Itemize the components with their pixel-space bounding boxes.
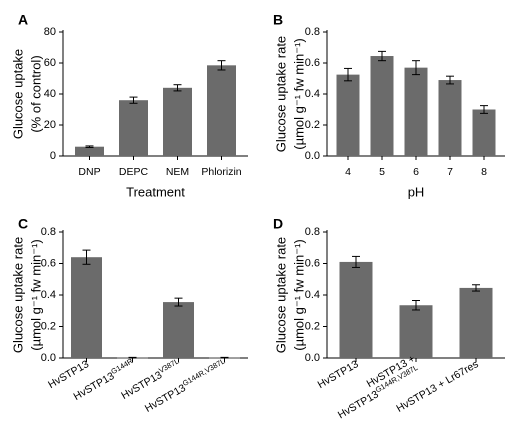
y-tick-label: 80 bbox=[44, 26, 56, 38]
bar bbox=[119, 100, 148, 156]
label-superscript: G144R bbox=[109, 356, 135, 376]
bar bbox=[339, 261, 373, 358]
y-tick-label: 0.6 bbox=[305, 57, 320, 69]
x-tick-label: HvSTP13G144R,V387L bbox=[142, 356, 229, 415]
y-tick-label: 0.2 bbox=[41, 321, 56, 333]
x-tick-label: 5 bbox=[379, 166, 385, 178]
y-tick-label: 0.2 bbox=[305, 119, 320, 131]
x-tick-label: 4 bbox=[345, 166, 351, 178]
panel-a: A 0 20 40 60 80 Glucose uptake (% of control) DN… bbox=[11, 11, 248, 199]
panel-letter: A bbox=[18, 11, 28, 27]
panel-d: D 0.0 0.2 0.4 0.6 0.8 Glucose uptake rate (µmol… bbox=[273, 215, 505, 421]
y-tick-label: 0.0 bbox=[305, 150, 320, 162]
label-superscript: V387L bbox=[157, 356, 180, 375]
y-axis-title: (µmol g⁻¹ fw min⁻¹) bbox=[292, 38, 307, 150]
bar bbox=[75, 146, 104, 156]
label-line: HvSTP13 bbox=[336, 388, 381, 421]
bar bbox=[459, 287, 493, 358]
x-tick-label: 7 bbox=[447, 166, 453, 178]
y-tick-label: 20 bbox=[44, 119, 56, 131]
bar bbox=[404, 67, 428, 156]
y-axis-title: Glucose uptake rate bbox=[11, 237, 26, 353]
x-tick-label: 8 bbox=[481, 166, 487, 178]
y-tick-label: 40 bbox=[44, 88, 56, 100]
bar bbox=[438, 80, 462, 156]
y-tick-label: 60 bbox=[44, 57, 56, 69]
x-tick-label: Phlorizin bbox=[201, 166, 241, 178]
x-tick-label: 6 bbox=[413, 166, 419, 178]
x-axis-title: Treatment bbox=[126, 184, 185, 199]
y-tick-label: 0.0 bbox=[305, 352, 320, 364]
panel-c: C 0.0 0.2 0.4 0.6 0.8 Glucose uptake rate (µmol… bbox=[11, 215, 248, 415]
x-tick-label: NEM bbox=[166, 166, 189, 178]
bar bbox=[163, 87, 192, 156]
y-tick-label: 0.4 bbox=[41, 289, 56, 301]
y-tick-label: 0.0 bbox=[41, 352, 56, 364]
label-superscript: G144R,V387L bbox=[181, 356, 227, 388]
bar bbox=[472, 109, 496, 156]
y-tick-label: 0.4 bbox=[305, 289, 320, 301]
x-tick-label: DEPC bbox=[119, 166, 149, 178]
y-tick-label: 0 bbox=[50, 150, 56, 162]
bar bbox=[207, 65, 236, 156]
y-axis-title: Glucose uptake bbox=[11, 49, 26, 139]
y-axis-title: (% of control) bbox=[29, 55, 44, 132]
y-axis-title: (µmol g⁻¹ fw min⁻¹) bbox=[29, 239, 44, 351]
y-tick-label: 0.8 bbox=[305, 26, 320, 38]
x-tick-label: HvSTP13 bbox=[316, 358, 361, 391]
x-axis-title: pH bbox=[408, 184, 425, 199]
y-tick-label: 0.6 bbox=[41, 258, 56, 270]
bar bbox=[399, 305, 433, 358]
panel-letter: D bbox=[273, 215, 283, 231]
y-axis-title: Glucose uptake rate bbox=[274, 237, 289, 353]
bar bbox=[163, 302, 194, 358]
bar bbox=[71, 257, 102, 358]
y-tick-label: 0.4 bbox=[305, 88, 320, 100]
bar bbox=[336, 74, 360, 156]
y-tick-label: 0.2 bbox=[305, 321, 320, 333]
y-tick-label: 0.8 bbox=[41, 226, 56, 238]
x-tick-label: DNP bbox=[78, 166, 100, 178]
y-axis-title: (µmol g⁻¹ fw min⁻¹) bbox=[292, 239, 307, 351]
panel-b: B 0.0 0.2 0.4 0.6 0.8 Glucose uptake rate (µmol… bbox=[273, 11, 505, 199]
y-tick-label: 0.8 bbox=[305, 226, 320, 238]
y-tick-label: 0.6 bbox=[305, 258, 320, 270]
panel-letter: C bbox=[18, 215, 28, 231]
panel-letter: B bbox=[273, 11, 283, 27]
bar bbox=[370, 56, 394, 156]
x-tick-label: HvSTP13 +HvSTP13G144R,V387L bbox=[330, 353, 424, 422]
y-axis-title: Glucose uptake rate bbox=[274, 36, 289, 152]
